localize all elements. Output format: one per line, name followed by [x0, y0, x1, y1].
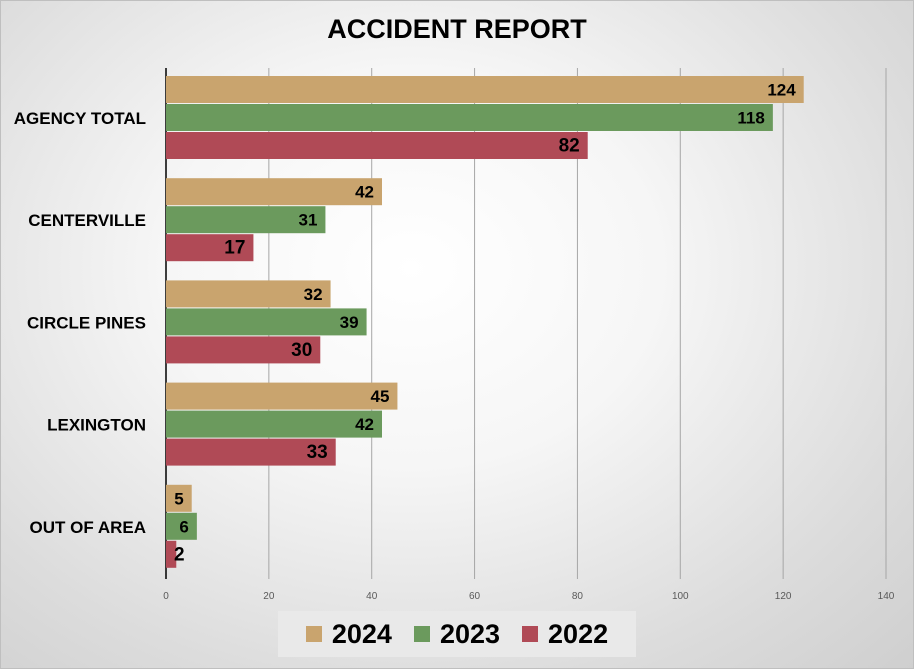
data-label: 39 — [340, 313, 359, 332]
legend-label-2023: 2023 — [439, 618, 501, 649]
data-label: 33 — [307, 442, 328, 463]
chart-title: ACCIDENT REPORT — [327, 14, 587, 44]
bar — [166, 336, 321, 364]
bar — [166, 206, 326, 234]
x-tick-label: 80 — [572, 591, 584, 602]
legend-label-2024: 2024 — [331, 618, 392, 649]
bar — [166, 438, 336, 466]
bar — [166, 178, 382, 206]
legend-swatch-2022 — [522, 626, 539, 642]
x-tick-label: 140 — [878, 591, 895, 602]
category-label: OUT OF AREA — [30, 518, 146, 537]
data-label: 32 — [304, 285, 323, 304]
data-label: 82 — [559, 136, 580, 157]
bar — [166, 382, 398, 410]
x-tick-label: 60 — [469, 591, 481, 602]
data-label: 2 — [174, 544, 185, 565]
bar — [166, 410, 382, 438]
data-label: 17 — [224, 238, 245, 259]
chart-legend: 2024 2023 2022 — [278, 611, 636, 657]
bar — [166, 308, 367, 336]
category-label: LEXINGTON — [47, 416, 146, 435]
x-tick-label: 120 — [775, 591, 792, 602]
data-label: 118 — [737, 109, 764, 128]
bar — [166, 76, 804, 103]
x-tick-label: 20 — [263, 591, 275, 602]
bar — [166, 132, 588, 159]
data-label: 6 — [179, 517, 188, 536]
data-label: 124 — [767, 81, 796, 100]
bar — [166, 280, 331, 308]
data-label: 31 — [299, 211, 318, 230]
legend-swatch-2023 — [413, 626, 430, 642]
bar — [166, 104, 773, 131]
data-label: 45 — [371, 387, 390, 406]
data-label: 30 — [291, 340, 312, 361]
data-label: 42 — [355, 183, 374, 202]
x-tick-label: 100 — [672, 591, 689, 602]
category-label: CENTERVILLE — [28, 211, 146, 230]
data-label: 5 — [174, 489, 183, 508]
bar — [166, 512, 197, 540]
legend-item-2022: 2022 — [522, 619, 608, 650]
legend-label-2022: 2022 — [548, 618, 609, 649]
bar — [166, 540, 177, 568]
bar — [166, 234, 254, 262]
legend-item-2023: 2023 — [413, 618, 501, 650]
x-tick-label: 0 — [163, 591, 169, 602]
category-label: AGENCY TOTAL — [14, 109, 146, 128]
data-label: 42 — [355, 415, 374, 434]
legend-swatch-2024 — [305, 626, 322, 642]
x-tick-label: 40 — [366, 591, 378, 602]
bar — [166, 484, 192, 512]
category-label: CIRCLE PINES — [27, 313, 146, 332]
legend-item-2024: 2024 — [305, 618, 392, 650]
